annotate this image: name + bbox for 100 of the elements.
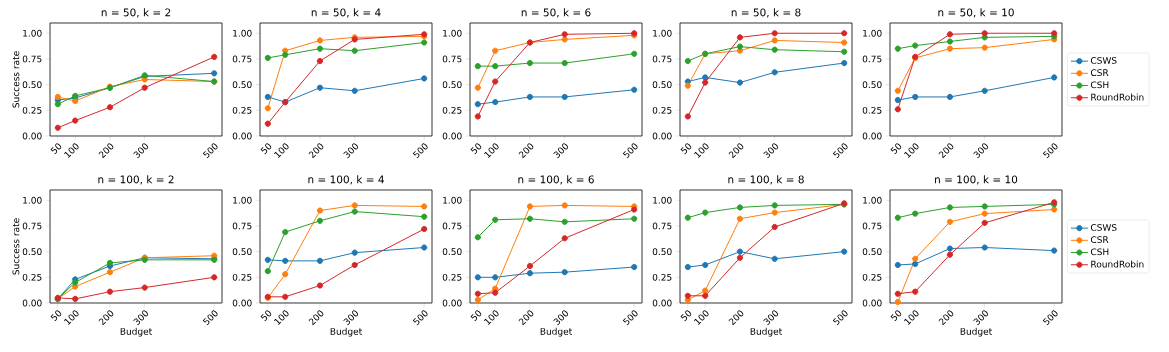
x-tick-label: 200 [728,310,744,326]
x-tick-label: 100 [484,143,499,159]
y-tick-label: 1.00 [653,196,672,204]
x-tick-label: 50 [890,310,902,322]
x-tick-label: 200 [308,310,324,326]
x-tick-label: 300 [553,143,569,159]
y-tick-label: 0.75 [652,55,672,63]
y-tick-label: 0.50 [652,81,672,89]
x-tick-label: 200 [518,143,534,159]
x-tick-label: 500 [832,143,848,159]
legend-label: CSH [1090,248,1109,256]
x-tick-label: 200 [938,310,954,326]
x-tick-label: 300 [343,310,359,326]
x-tick-label: 100 [64,143,79,159]
x-axis-title: Budget [960,327,992,337]
y-tick-label: 0.00 [232,299,252,307]
y-tick-label: 0.50 [232,81,252,89]
y-tick-label: 1.00 [233,29,252,37]
y-tick-label: 1.00 [443,196,462,204]
y-tick-label: 0.75 [22,222,42,230]
y-tick-label: 1.00 [23,196,42,204]
legend-label: CSWS [1090,224,1117,231]
x-tick-label: 100 [694,143,709,159]
x-tick-label: 50 [260,143,272,155]
x-tick-label: 50 [260,310,272,322]
chart-title: n = 100, k = 10 [935,175,1018,185]
chart-title: n = 50, k = 10 [938,8,1014,18]
x-tick-label: 100 [694,310,709,326]
y-tick-label: 1.00 [653,29,672,37]
x-tick-label: 100 [904,143,919,159]
y-tick-label: 0.50 [232,248,252,256]
x-tick-label: 200 [98,310,114,326]
y-tick-label: 0.75 [442,55,462,63]
chart-title: n = 100, k = 6 [518,175,594,185]
x-tick-label: 200 [518,310,534,326]
y-tick-label: 1.00 [863,196,882,204]
y-tick-label: 0.50 [862,81,882,89]
x-tick-label: 500 [1042,310,1058,326]
x-axis-title: Budget [750,327,782,337]
y-tick-label: 0.25 [442,273,462,281]
x-tick-label: 50 [50,143,62,155]
x-tick-label: 50 [890,143,902,155]
x-tick-label: 100 [484,310,499,326]
x-tick-label: 500 [412,310,428,326]
y-tick-label: 0.25 [652,106,672,114]
y-axis-title: Success rate [12,218,20,275]
x-tick-label: 300 [553,310,569,326]
x-tick-label: 300 [973,310,989,326]
y-tick-label: 0.00 [442,132,462,140]
chart-title: n = 50, k = 8 [731,8,801,18]
y-tick-label: 0.75 [442,222,462,230]
chart-title: n = 100, k = 8 [728,175,804,185]
y-tick-label: 0.25 [22,273,42,281]
y-tick-label: 0.75 [232,55,252,63]
x-tick-label: 100 [274,310,289,326]
y-tick-label: 0.00 [22,132,42,140]
x-tick-label: 50 [680,143,692,155]
y-tick-label: 0.50 [22,248,42,256]
y-tick-label: 0.50 [442,248,462,256]
y-tick-label: 0.00 [862,132,882,140]
x-axis-title: Budget [330,327,362,337]
legend-label: CSWS [1090,57,1117,64]
x-tick-label: 50 [470,143,482,155]
x-tick-label: 500 [622,310,638,326]
chart-title: n = 50, k = 4 [311,8,381,18]
y-tick-label: 0.75 [22,55,42,63]
x-tick-label: 500 [1042,143,1058,159]
y-tick-label: 0.75 [862,222,882,230]
chart-title: n = 100, k = 4 [308,175,384,185]
y-tick-label: 0.25 [22,106,42,114]
y-tick-label: 0.75 [652,222,672,230]
y-tick-label: 0.00 [862,299,882,307]
x-tick-label: 50 [680,310,692,322]
x-tick-label: 200 [98,143,114,159]
x-tick-label: 200 [728,143,744,159]
y-tick-label: 0.50 [862,248,882,256]
y-tick-label: 0.25 [862,106,882,114]
x-tick-label: 500 [622,143,638,159]
y-tick-label: 0.25 [232,106,252,114]
x-tick-label: 200 [938,143,954,159]
y-tick-label: 0.50 [652,248,672,256]
x-tick-label: 500 [202,310,218,326]
x-tick-label: 300 [343,143,359,159]
x-tick-label: 100 [64,310,79,326]
x-tick-label: 100 [904,310,919,326]
y-tick-label: 0.50 [22,81,42,89]
x-tick-label: 50 [470,310,482,322]
y-tick-label: 0.00 [232,132,252,140]
chart-title: n = 50, k = 6 [521,8,591,18]
x-tick-label: 300 [133,310,149,326]
legend-label: CSR [1090,236,1109,244]
chart-title: n = 100, k = 2 [98,175,174,185]
y-tick-label: 0.00 [652,299,672,307]
legend-label: CSH [1090,81,1109,89]
y-tick-label: 0.25 [232,273,252,281]
x-tick-label: 500 [202,143,218,159]
y-tick-label: 0.00 [22,299,42,307]
x-tick-label: 100 [274,143,289,159]
y-tick-label: 0.25 [862,273,882,281]
y-tick-label: 1.00 [863,29,882,37]
